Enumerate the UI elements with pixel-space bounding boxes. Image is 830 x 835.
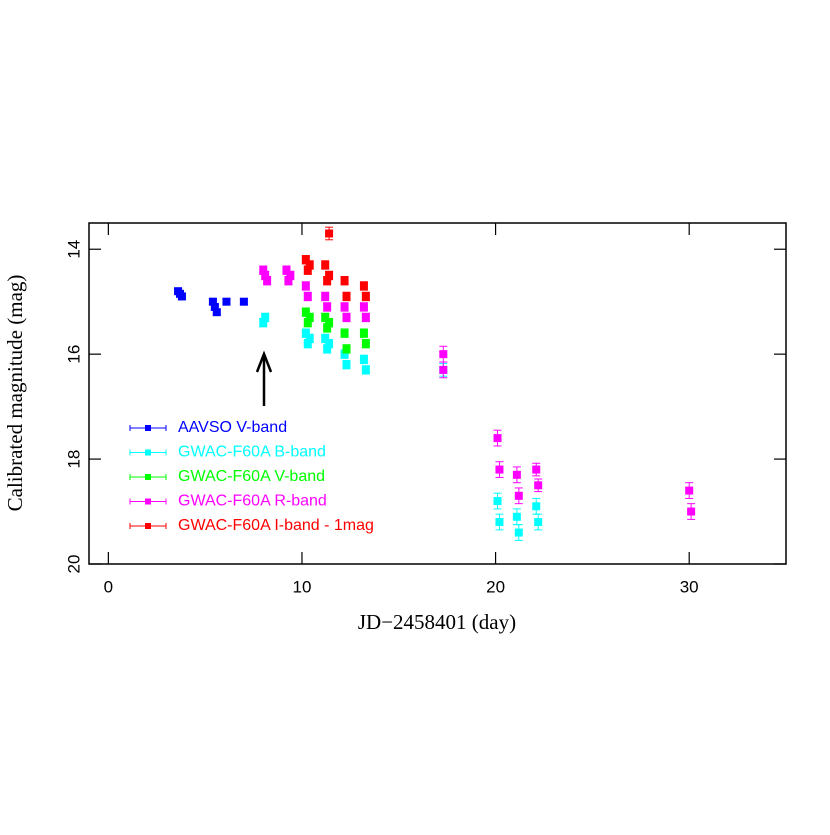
legend-label: GWAC-F60A B-band	[178, 444, 326, 461]
marker	[325, 271, 334, 280]
marker	[493, 434, 502, 443]
marker	[303, 292, 312, 301]
marker	[359, 302, 368, 311]
marker	[340, 329, 349, 338]
y-tick-label: 16	[64, 345, 83, 364]
x-axis-title: JD−2458401 (day)	[358, 610, 516, 634]
marker	[514, 491, 523, 500]
marker	[303, 318, 312, 327]
marker	[282, 266, 291, 275]
marker	[514, 528, 523, 537]
marker	[342, 360, 351, 369]
legend-label: GWAC-F60A R-band	[178, 493, 327, 510]
x-tick-label: 30	[680, 577, 699, 596]
marker	[342, 344, 351, 353]
marker	[323, 344, 332, 353]
legend-label: AAVSO V-band	[178, 419, 287, 436]
marker	[301, 281, 310, 290]
marker	[177, 292, 186, 301]
marker	[323, 276, 332, 285]
marker	[325, 339, 334, 348]
legend-label: GWAC-F60A V-band	[178, 468, 325, 485]
legend-marker	[145, 523, 151, 529]
arrow-annotation	[255, 350, 273, 406]
y-axis-title: Calibrated magnitude (mag)	[3, 275, 27, 512]
marker	[340, 302, 349, 311]
x-tick-label: 20	[486, 577, 505, 596]
marker	[259, 318, 268, 327]
marker	[321, 292, 330, 301]
marker	[359, 329, 368, 338]
marker	[301, 255, 310, 264]
marker	[222, 297, 231, 306]
marker	[321, 260, 330, 269]
marker	[303, 266, 312, 275]
marker	[321, 313, 330, 322]
marker	[323, 302, 332, 311]
y-tick-label: 20	[64, 555, 83, 574]
marker	[303, 339, 312, 348]
marker	[532, 502, 541, 511]
marker	[495, 518, 504, 527]
marker	[340, 276, 349, 285]
marker	[534, 518, 543, 527]
plot-frame	[88, 222, 787, 565]
marker	[325, 229, 334, 238]
marker	[361, 313, 370, 322]
marker	[493, 497, 502, 506]
x-tick-label: 10	[293, 577, 312, 596]
marker	[342, 313, 351, 322]
x-tick-label: 0	[104, 577, 113, 596]
marker	[210, 302, 219, 311]
marker	[212, 308, 221, 317]
legend-marker	[145, 474, 151, 480]
legend-marker	[145, 449, 151, 456]
marker	[208, 297, 217, 306]
marker	[261, 313, 270, 322]
y-tick-label: 18	[64, 450, 83, 469]
marker	[534, 481, 543, 490]
marker	[301, 329, 310, 338]
legend-label: GWAC-F60A I-band - 1mag	[178, 517, 374, 534]
marker	[359, 281, 368, 290]
legend-marker	[145, 498, 151, 505]
marker	[259, 266, 268, 275]
marker	[439, 365, 448, 374]
marker	[512, 470, 521, 479]
marker	[512, 512, 521, 521]
marker	[342, 292, 351, 301]
marker	[284, 276, 293, 285]
marker	[439, 350, 448, 359]
marker	[359, 355, 368, 364]
marker	[286, 271, 295, 280]
marker	[261, 271, 270, 280]
marker	[361, 339, 370, 348]
marker	[687, 507, 696, 516]
marker	[361, 365, 370, 374]
marker	[325, 318, 334, 327]
marker	[305, 313, 314, 322]
marker	[361, 292, 370, 301]
legend-marker	[145, 425, 151, 431]
marker	[301, 308, 310, 317]
marker	[321, 334, 330, 343]
marker	[323, 323, 332, 332]
marker	[305, 260, 314, 269]
marker	[263, 276, 272, 285]
marker	[239, 297, 248, 306]
marker	[532, 465, 541, 474]
marker	[685, 486, 694, 495]
marker	[340, 350, 349, 359]
marker	[495, 465, 504, 474]
marker	[305, 334, 314, 343]
y-tick-label: 14	[64, 240, 83, 259]
